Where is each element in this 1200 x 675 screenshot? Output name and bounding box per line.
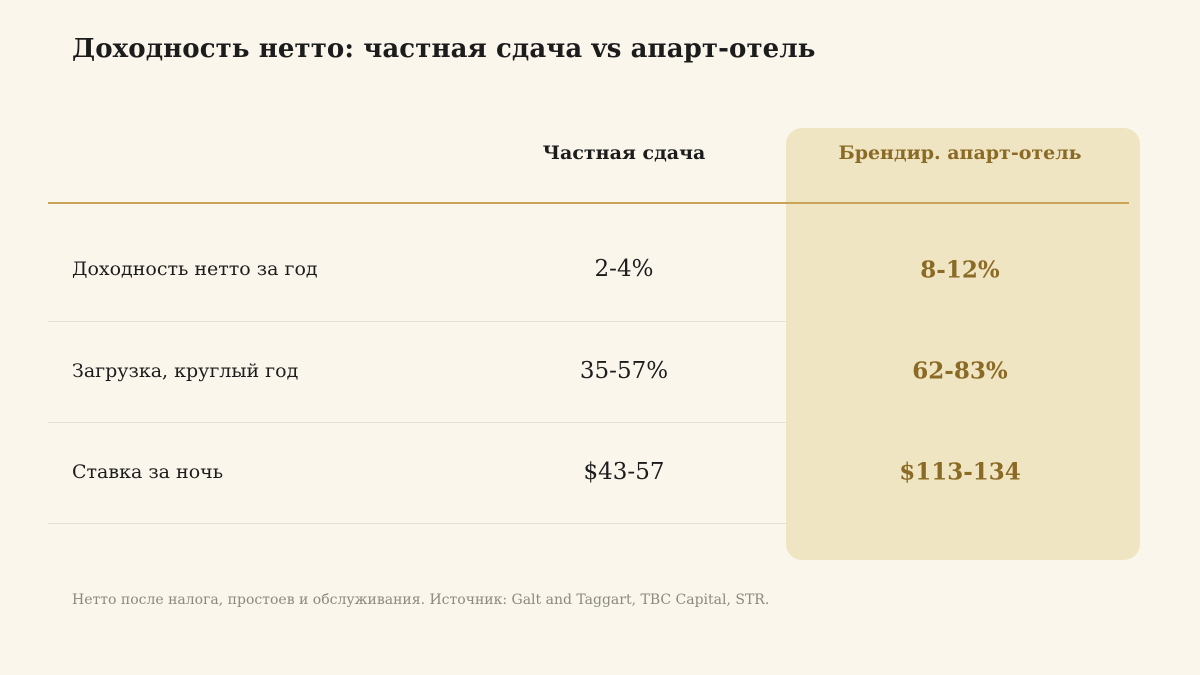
row-value-private-occupancy: 35-57% <box>579 358 669 384</box>
row-divider <box>48 321 786 322</box>
row-label-nightly-rate: Ставка за ночь <box>72 461 224 483</box>
row-divider <box>48 523 786 524</box>
column-header-apart-hotel: Брендир. апарт-отель <box>838 142 1082 164</box>
column-header-private: Частная сдача <box>542 142 706 164</box>
page-title: Доходность нетто: частная сдача vs апарт… <box>72 34 816 64</box>
row-value-private-net-yield: 2-4% <box>594 256 654 282</box>
row-value-private-nightly-rate: $43-57 <box>583 459 665 485</box>
row-divider <box>48 422 786 423</box>
row-label-occupancy: Загрузка, круглый год <box>72 360 299 382</box>
row-value-apart-net-yield: 8-12% <box>920 256 1000 284</box>
source-footnote: Нетто после налога, простоев и обслужива… <box>72 592 770 608</box>
row-value-apart-occupancy: 62-83% <box>912 357 1008 385</box>
row-value-apart-nightly-rate: $113-134 <box>899 458 1021 486</box>
row-label-net-yield: Доходность нетто за год <box>72 258 318 280</box>
apart-hotel-highlight-panel <box>786 128 1140 560</box>
header-divider <box>48 202 1129 204</box>
